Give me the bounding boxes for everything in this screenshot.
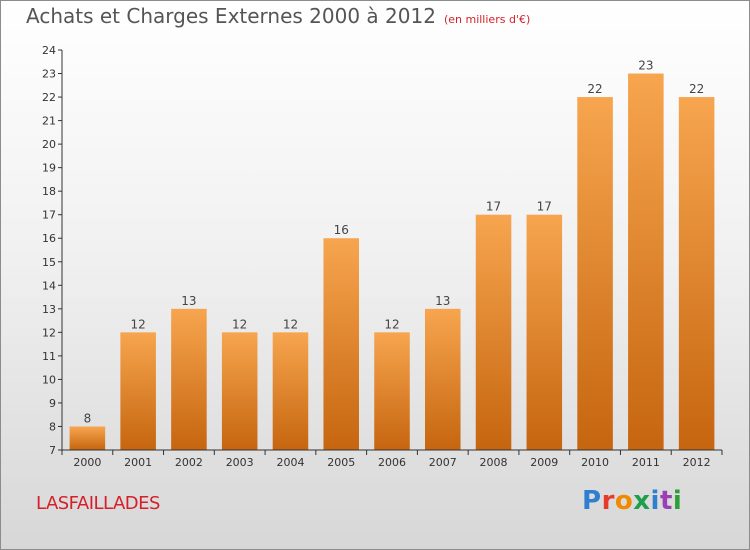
bar xyxy=(120,332,156,450)
y-axis: 7 8 9 10 11 12 13 14 15 16 17 18 19 20 21 22 23 24 xyxy=(42,44,63,457)
y-tick-label: 16 xyxy=(42,232,56,245)
y-tick-label: 8 xyxy=(49,420,56,433)
y-tick-label: 7 xyxy=(49,444,56,457)
x-tick-label: 2012 xyxy=(683,456,711,469)
bar xyxy=(678,97,715,450)
data-label: 12 xyxy=(283,317,298,331)
bar xyxy=(221,332,258,450)
chart-title-block: Achats et Charges Externes 2000 à 2012 (e… xyxy=(26,4,530,28)
data-label: 12 xyxy=(384,317,399,331)
location-label: LASFAILLADES xyxy=(36,493,160,514)
x-tick-label: 2006 xyxy=(378,456,406,469)
x-tick-label: 2002 xyxy=(175,456,203,469)
x-tick-label: 2005 xyxy=(327,456,355,469)
logo-letter: i xyxy=(650,486,660,516)
x-tick-label: 2003 xyxy=(226,456,254,469)
logo-letter: r xyxy=(601,486,615,516)
y-tick-label: 24 xyxy=(42,44,56,57)
data-label: 8 xyxy=(84,411,92,425)
y-tick-label: 14 xyxy=(42,279,56,292)
y-tick-label: 15 xyxy=(42,256,56,269)
logo-letter: i xyxy=(672,486,683,516)
data-label: 12 xyxy=(232,317,247,331)
data-label: 22 xyxy=(689,82,704,96)
bar xyxy=(628,73,664,450)
logo-letter: x xyxy=(633,486,651,516)
data-label: 13 xyxy=(435,294,450,308)
y-tick-label: 19 xyxy=(42,162,56,175)
y-tick-label: 9 xyxy=(49,397,56,410)
y-tick-label: 17 xyxy=(42,209,56,222)
y-tick-label: 20 xyxy=(42,138,56,151)
x-axis: 2000 2001 2002 2003 2004 2005 2006 2007 2008 2009… xyxy=(61,449,723,469)
bar xyxy=(526,214,563,450)
bar xyxy=(374,332,410,450)
data-label: 12 xyxy=(131,317,146,331)
y-tick-label: 11 xyxy=(42,350,56,363)
x-tick-label: 2008 xyxy=(480,456,508,469)
logo-letter: o xyxy=(614,486,634,516)
bar xyxy=(577,97,613,450)
y-tick-label: 22 xyxy=(42,91,56,104)
data-label: 16 xyxy=(334,223,349,237)
data-label: 22 xyxy=(587,82,602,96)
y-tick-label: 23 xyxy=(42,68,56,81)
chart-title: Achats et Charges Externes 2000 à 2012 xyxy=(26,4,436,28)
bar xyxy=(323,238,359,450)
y-tick-label: 18 xyxy=(42,185,56,198)
x-tick-label: 2000 xyxy=(73,456,101,469)
bar xyxy=(171,308,207,450)
bars: 8 12 13 12 12 16 12 13 17 17 22 23 22 xyxy=(69,59,715,450)
x-tick-label: 2009 xyxy=(530,456,558,469)
bar xyxy=(425,308,461,450)
data-label: 17 xyxy=(486,200,501,214)
y-tick-label: 13 xyxy=(42,303,56,316)
x-tick-label: 2011 xyxy=(632,456,660,469)
logo-letter: t xyxy=(659,486,673,516)
proxiti-logo: Proxiti xyxy=(582,486,682,516)
x-tick-label: 2007 xyxy=(429,456,457,469)
x-tick-label: 2004 xyxy=(276,456,304,469)
data-label: 23 xyxy=(638,59,653,73)
chart-subtitle: (en milliers d'€) xyxy=(443,13,531,26)
y-tick-label: 21 xyxy=(42,115,56,128)
data-label: 17 xyxy=(537,200,552,214)
bar xyxy=(272,332,309,450)
logo-letter: P xyxy=(582,486,602,516)
bar xyxy=(475,214,512,450)
x-tick-label: 2010 xyxy=(581,456,609,469)
y-tick-label: 12 xyxy=(42,326,56,339)
y-tick-label: 10 xyxy=(42,373,56,386)
bar xyxy=(69,426,106,450)
data-label: 13 xyxy=(181,294,196,308)
x-tick-label: 2001 xyxy=(124,456,152,469)
